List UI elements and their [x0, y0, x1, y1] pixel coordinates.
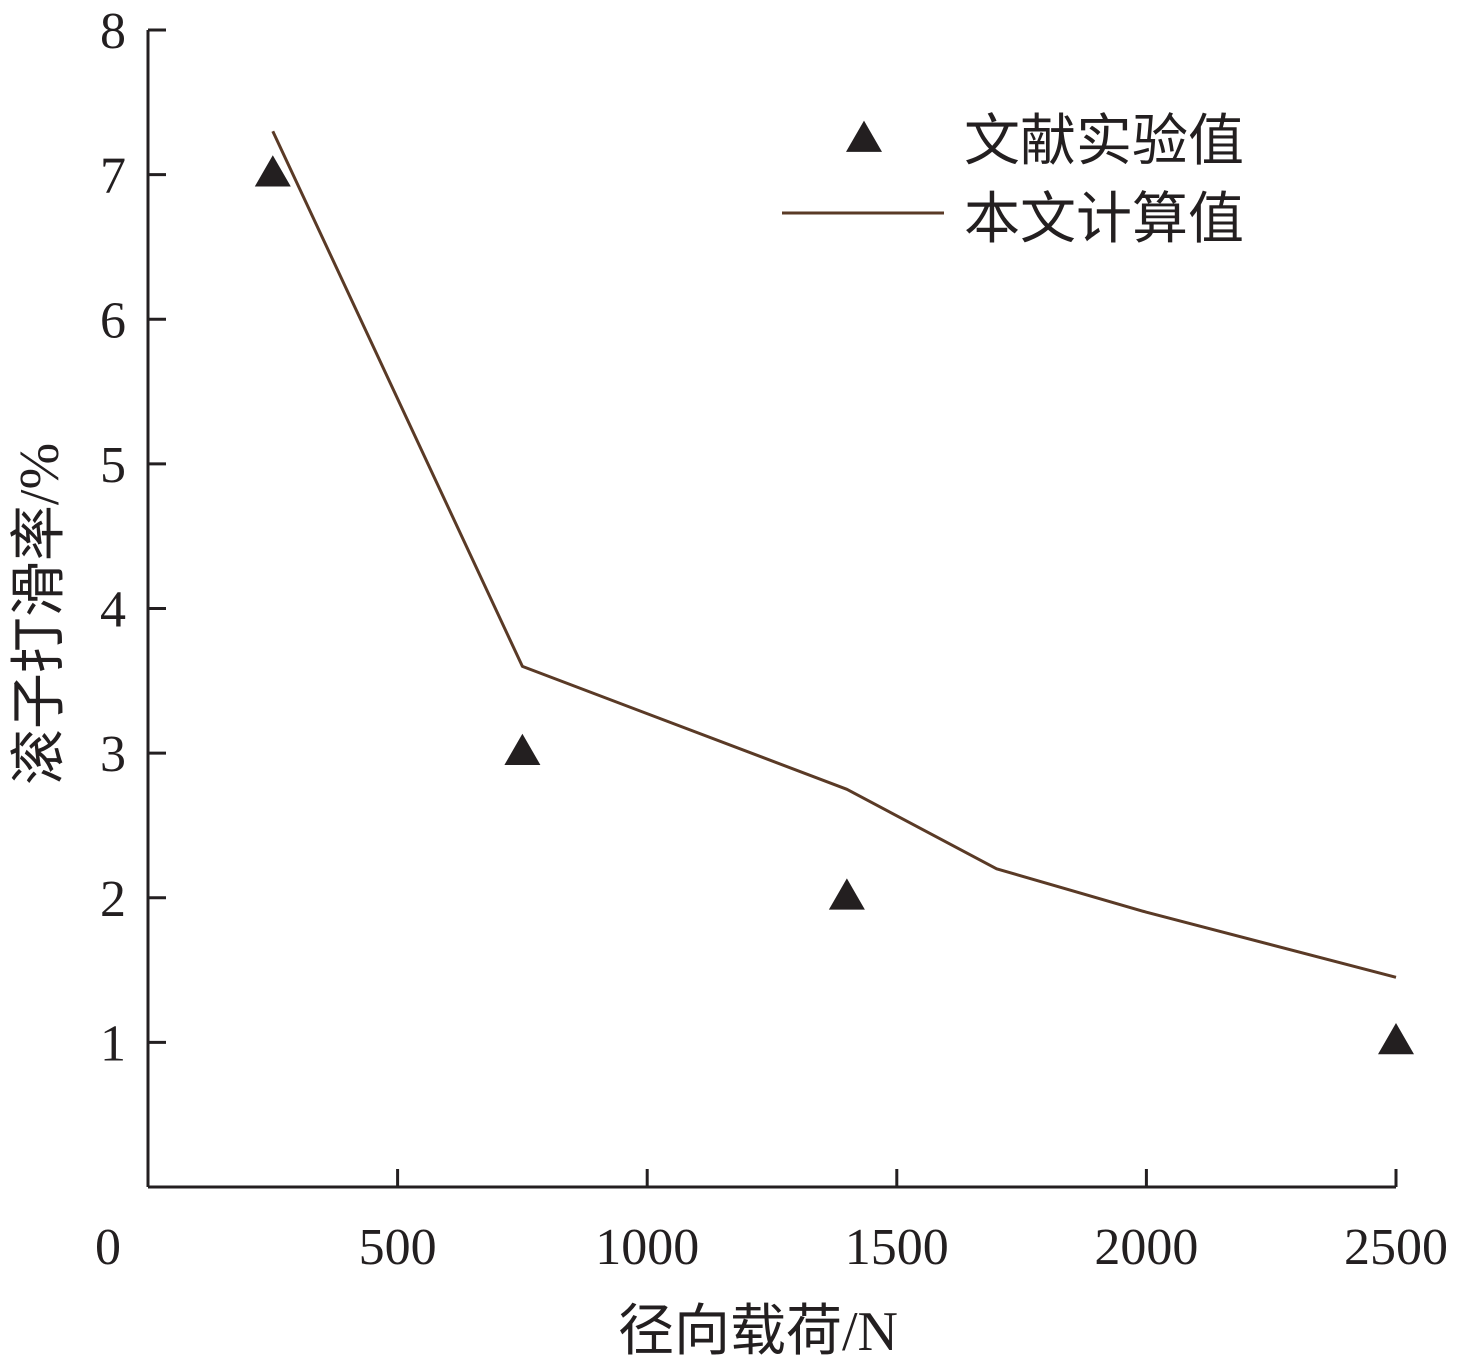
y-tick-label: 6 — [100, 292, 126, 349]
ticks: 0 500 1000 1500 2000 2500 1 2 3 4 5 6 7 8 — [95, 3, 1448, 1276]
data-point-experimental — [254, 155, 291, 187]
series-line-calculated — [271, 130, 1397, 979]
y-tick-label: 1 — [100, 1015, 126, 1072]
y-tick-label: 4 — [100, 582, 126, 639]
legend-label-experimental: 文献实验值 — [964, 111, 1244, 173]
y-tick-label: 5 — [100, 437, 126, 494]
x-tick-label: 1000 — [595, 1219, 699, 1276]
data-point-experimental — [1378, 1023, 1414, 1055]
legend-label-calculated: 本文计算值 — [964, 189, 1244, 251]
y-tick-label: 2 — [100, 871, 126, 928]
x-axis-title: 径向载荷/N — [618, 1301, 898, 1363]
y-axis-title: 滚子打滑率/% — [9, 443, 71, 785]
plot-area — [254, 130, 1414, 1055]
x-tick-label: 0 — [95, 1219, 121, 1276]
data-point-experimental — [828, 878, 865, 910]
x-tick-label: 2000 — [1094, 1219, 1198, 1276]
data-point-experimental — [504, 733, 541, 765]
y-tick-label: 8 — [100, 3, 126, 60]
x-tick-label: 1500 — [845, 1219, 949, 1276]
legend-marker-experimental — [846, 120, 882, 152]
y-tick-label: 7 — [100, 148, 126, 205]
x-tick-label: 2500 — [1344, 1219, 1448, 1276]
y-tick-label: 3 — [100, 726, 126, 783]
x-tick-label: 500 — [359, 1219, 437, 1276]
